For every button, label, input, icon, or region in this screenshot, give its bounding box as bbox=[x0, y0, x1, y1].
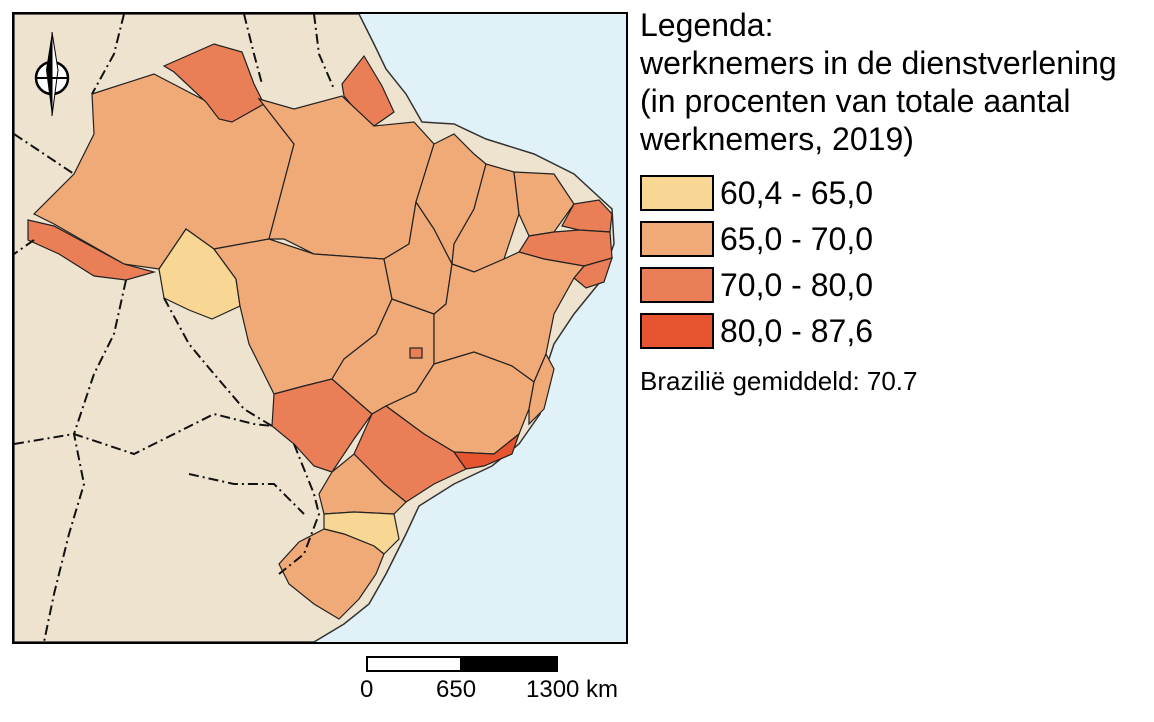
scale-bar-black bbox=[460, 656, 558, 672]
legend-label: 80,0 - 87,6 bbox=[720, 312, 873, 349]
international-borders bbox=[14, 14, 335, 642]
legend-item: 70,0 - 80,0 bbox=[640, 262, 1150, 308]
scale-bar-white bbox=[366, 656, 462, 672]
legend-item: 80,0 - 87,6 bbox=[640, 308, 1150, 354]
legend-title-line: werknemers, 2019) bbox=[640, 121, 914, 157]
legend-title-line: (in procenten van totale aantal bbox=[640, 83, 1071, 119]
legend-title: Legenda: werknemers in de dienstverlenin… bbox=[640, 6, 1150, 158]
legend-item: 60,4 - 65,0 bbox=[640, 170, 1150, 216]
state-rio-de-janeiro bbox=[452, 432, 521, 470]
scale-bar bbox=[366, 656, 558, 672]
legend-item: 65,0 - 70,0 bbox=[640, 216, 1150, 262]
legend-title-line: Legenda: bbox=[640, 7, 774, 43]
state-distrito-federal bbox=[409, 347, 423, 359]
state-roraima bbox=[162, 43, 265, 123]
map-frame bbox=[12, 12, 628, 644]
legend-title-line: werknemers in de dienstverlening bbox=[640, 45, 1117, 81]
legend-label: 65,0 - 70,0 bbox=[720, 220, 873, 257]
legend-swatch bbox=[640, 267, 714, 303]
state-bahia bbox=[433, 251, 586, 383]
legend-items: 60,4 - 65,0 65,0 - 70,0 70,0 - 80,0 80,0… bbox=[640, 170, 1150, 354]
legend-label: 70,0 - 80,0 bbox=[720, 266, 873, 303]
scale-label-1300: 1300 km bbox=[526, 676, 619, 703]
scale-label-650: 650 bbox=[436, 676, 477, 703]
state-espirito-santo bbox=[528, 352, 555, 426]
north-arrow-icon bbox=[34, 31, 70, 117]
map-svg bbox=[14, 14, 615, 642]
scale-label-0: 0 bbox=[360, 676, 374, 703]
legend-swatch bbox=[640, 175, 714, 211]
state-mato-grosso-do-sul bbox=[271, 378, 373, 473]
legend-swatch bbox=[640, 313, 714, 349]
legend: Legenda: werknemers in de dienstverlenin… bbox=[640, 6, 1150, 397]
brazil-average: Brazilië gemiddeld: 70.7 bbox=[640, 366, 918, 396]
legend-label: 60,4 - 65,0 bbox=[720, 174, 873, 211]
legend-swatch bbox=[640, 221, 714, 257]
